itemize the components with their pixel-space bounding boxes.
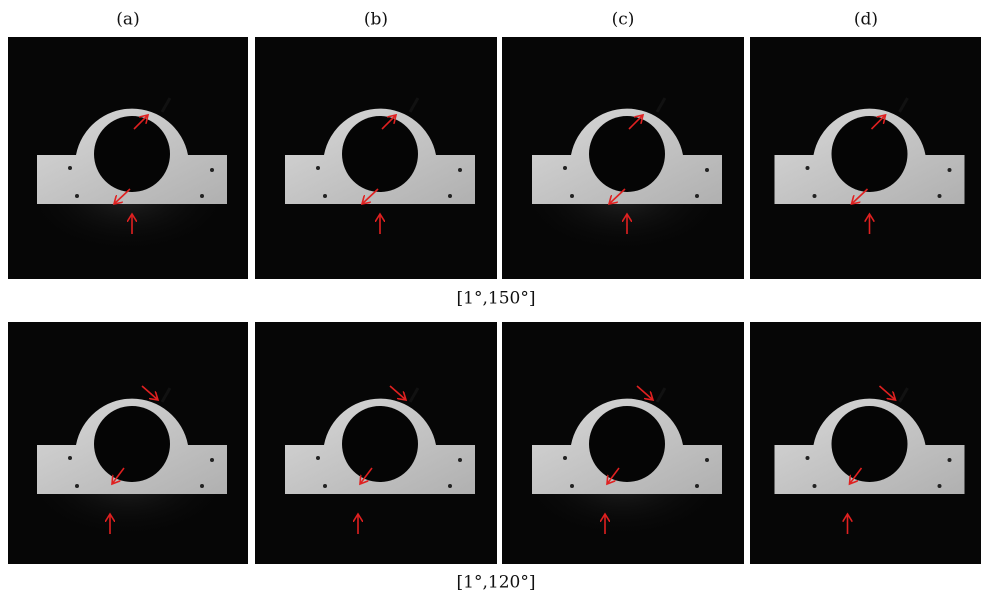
part-hole: [342, 406, 418, 482]
reconstruction-image: [255, 322, 497, 564]
pore: [695, 484, 699, 488]
pore: [948, 168, 952, 172]
pore: [938, 484, 942, 488]
part-hole: [832, 406, 908, 482]
part-hole: [94, 116, 170, 192]
pore: [68, 166, 72, 170]
part-hole: [342, 116, 418, 192]
figure: (a) (b) (c) (d) [1°,150°] [1°,120°]: [0, 0, 981, 596]
part-hole: [589, 116, 665, 192]
pore: [323, 484, 327, 488]
pore: [948, 458, 952, 462]
pore: [695, 194, 699, 198]
reconstruction-image: [750, 322, 981, 564]
pore: [458, 458, 462, 462]
column-label: (c): [612, 10, 635, 30]
reconstruction-image: [502, 322, 744, 564]
pore: [813, 484, 817, 488]
pore: [458, 168, 462, 172]
pore: [448, 194, 452, 198]
pore: [316, 166, 320, 170]
pore: [448, 484, 452, 488]
pore: [563, 456, 567, 460]
pore: [570, 484, 574, 488]
row-caption: [1°,120°]: [457, 573, 536, 593]
column-label: (b): [364, 10, 388, 30]
part-hole: [589, 406, 665, 482]
pore: [68, 456, 72, 460]
pore: [705, 458, 709, 462]
pore: [705, 168, 709, 172]
pore: [316, 456, 320, 460]
column-label: (d): [854, 10, 878, 30]
part-hole: [832, 116, 908, 192]
row-caption: [1°,150°]: [457, 289, 536, 309]
reconstruction-image: [750, 37, 981, 279]
reconstruction-image: [8, 37, 248, 279]
pore: [75, 194, 79, 198]
reconstruction-image: [255, 37, 497, 279]
column-label: (a): [116, 10, 139, 30]
pore: [200, 194, 204, 198]
part-hole: [94, 406, 170, 482]
pore: [570, 194, 574, 198]
pore: [323, 194, 327, 198]
pore: [806, 166, 810, 170]
pore: [210, 458, 214, 462]
pore: [938, 194, 942, 198]
pore: [563, 166, 567, 170]
reconstruction-image: [502, 37, 744, 279]
reconstruction-image: [8, 322, 248, 564]
pore: [75, 484, 79, 488]
pore: [200, 484, 204, 488]
pore: [210, 168, 214, 172]
pore: [806, 456, 810, 460]
pore: [813, 194, 817, 198]
